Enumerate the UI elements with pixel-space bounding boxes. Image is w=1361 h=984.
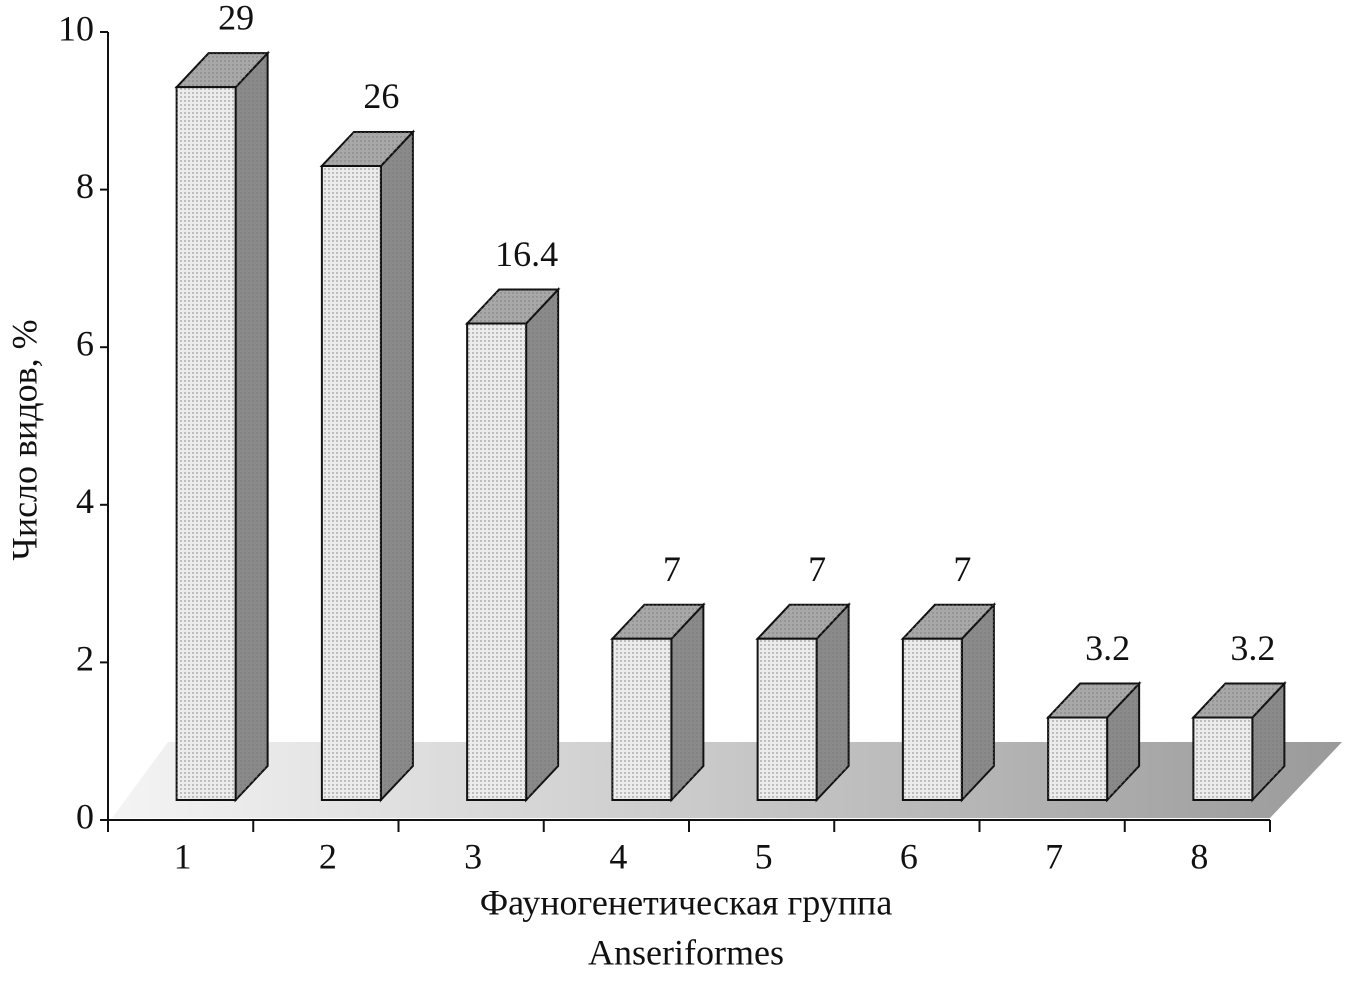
bar-top-texture — [467, 289, 559, 324]
bar-top-texture — [902, 604, 994, 639]
x-tick-label: 6 — [900, 836, 918, 876]
bar-side-texture — [1252, 683, 1285, 800]
bar-top-texture — [757, 604, 849, 639]
y-tick-label: 10 — [58, 8, 94, 48]
bar-side-texture — [671, 604, 704, 800]
data-label: 7 — [808, 549, 826, 589]
bar-side-texture — [816, 604, 849, 800]
x-axis-label: Фауногенетическая группа — [480, 882, 893, 922]
bar-side-texture — [380, 131, 413, 800]
bar — [319, 129, 416, 803]
y-tick-label: 8 — [76, 166, 94, 206]
data-label: 3.2 — [1085, 628, 1130, 668]
x-tick-label: 5 — [755, 836, 773, 876]
bar-side-texture — [526, 289, 559, 800]
subtitle: Anseriformes — [588, 932, 784, 972]
y-tick-label: 6 — [76, 323, 94, 363]
bar-front-texture — [1193, 717, 1253, 800]
bar-side-texture — [961, 604, 994, 800]
data-label: 29 — [218, 0, 254, 37]
bar — [1045, 681, 1142, 803]
bar-front-texture — [902, 638, 962, 800]
y-tick-label: 2 — [76, 639, 94, 679]
bar-top-texture — [1193, 683, 1285, 718]
x-tick-label: 1 — [174, 836, 192, 876]
data-label: 16.4 — [495, 234, 558, 274]
bar-front-texture — [757, 638, 817, 800]
bar — [1191, 681, 1287, 803]
data-label: 7 — [663, 549, 681, 589]
bar-top-texture — [612, 604, 704, 639]
bar-front-texture — [176, 87, 236, 800]
bar — [610, 602, 706, 803]
data-label: 26 — [363, 76, 399, 116]
bar-top-texture — [176, 53, 268, 88]
bar-top-texture — [321, 131, 413, 166]
data-label: 3.2 — [1230, 628, 1275, 668]
x-tick-label: 3 — [464, 836, 482, 876]
bar-top-texture — [1048, 683, 1140, 718]
bar-front-texture — [612, 638, 672, 800]
bar-side-texture — [235, 53, 268, 801]
x-tick-label: 8 — [1190, 836, 1208, 876]
bar-side-texture — [1107, 683, 1140, 800]
bar — [174, 50, 270, 803]
x-tick-label: 4 — [609, 836, 627, 876]
bar — [900, 602, 997, 803]
bar — [755, 602, 851, 803]
y-tick-label: 4 — [76, 481, 94, 521]
x-tick-label: 7 — [1045, 836, 1063, 876]
data-label: 7 — [953, 549, 971, 589]
floor — [112, 742, 1342, 818]
bar-front-texture — [321, 165, 381, 800]
y-axis-label: Число видов, % — [4, 319, 44, 560]
x-tick-label: 2 — [319, 836, 337, 876]
bar-front-texture — [467, 323, 527, 800]
bar — [464, 287, 561, 803]
y-tick-label: 0 — [76, 796, 94, 836]
bar-front-texture — [1048, 717, 1108, 800]
